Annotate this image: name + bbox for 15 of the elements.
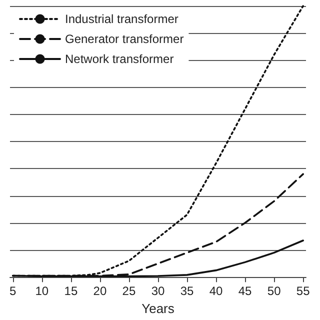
x-tick-label: 15 [64,284,78,298]
x-tick-label: 10 [35,284,49,298]
x-tick-label: 30 [151,284,165,298]
x-tick-label: 45 [238,284,252,298]
legend-label: Network transformer [65,52,174,66]
x-tick-label: 55 [296,284,310,298]
x-tick-label: 40 [209,284,224,298]
x-tick-label: 35 [180,284,194,298]
x-tick-label: 25 [122,284,136,298]
x-axis-title: Years [142,301,175,316]
x-tick-label: 50 [267,284,282,298]
legend-label: Industrial transformer [65,12,178,26]
x-tick-label: 20 [93,284,107,298]
legend-label: Generator transformer [65,32,184,46]
x-tick-label: 5 [10,284,17,298]
